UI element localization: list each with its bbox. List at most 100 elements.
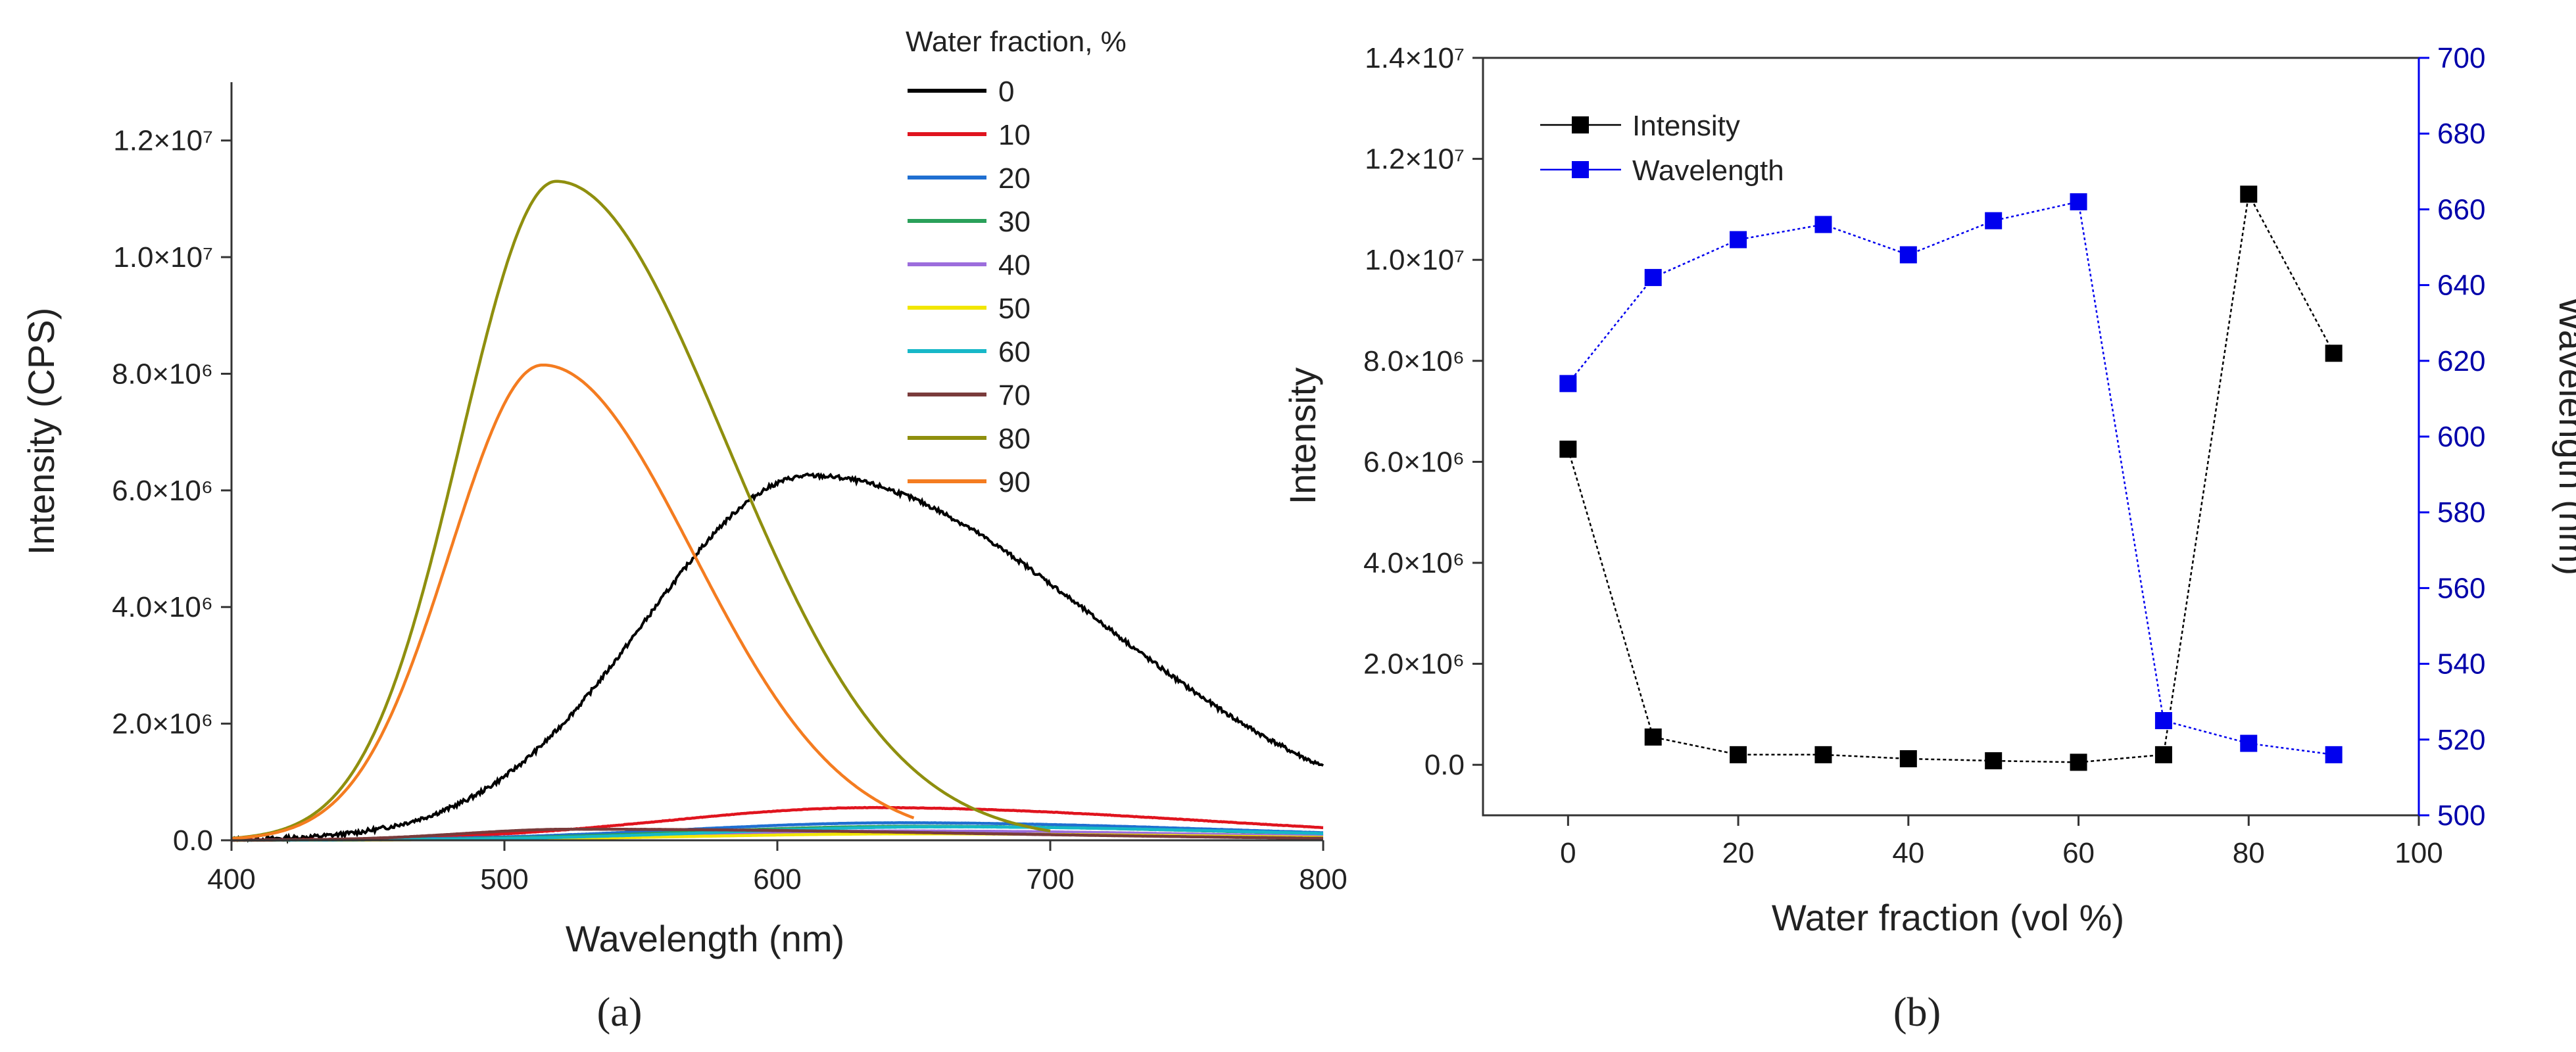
legend-label-0: 0 [998, 76, 1014, 108]
plot-frame [1482, 57, 2420, 817]
y-tick-label: 1.2×10⁷ [1365, 143, 1465, 176]
marker-intensity-30 [1814, 746, 1832, 763]
panel-b-left-y-ticks: 0.0 2.0×10⁶ 4.0×10⁶ 6.0×10⁶ 8.0×10⁶ 1.0×10⁷ 1.… [1363, 42, 1483, 781]
y2-tick-label: 660 [2437, 193, 2485, 226]
y-tick-label: 1.2×10⁷ [113, 125, 213, 157]
panel-b-right-y-ticks: 500 520 540 560 580 600 620 640 660 680 700 [2419, 42, 2485, 832]
panel-b-chart: 0 20 40 60 80 100 0.0 2.0×10⁶ 4.0×10⁶ 6.0×10⁶ 8.0… [1282, 42, 2576, 1035]
marker-intensity-60 [2070, 753, 2087, 771]
panel-b-x-ticks: 0 20 40 60 80 100 [1560, 815, 2443, 869]
y-tick-label: 1.4×10⁷ [1365, 42, 1465, 74]
y2-tick-label: 680 [2437, 118, 2485, 150]
y-tick-label: 2.0×10⁶ [1363, 648, 1465, 681]
marker-wavelength-50 [1985, 212, 2003, 229]
marker-intensity-40 [1899, 750, 1917, 767]
legend-label-wavelength: Wavelength [1632, 155, 1784, 187]
y-tick-label: 0.0 [1424, 749, 1465, 781]
panel-b-y-axis-title: Intensity [1282, 368, 1323, 505]
x-tick-label: 60 [2062, 837, 2095, 869]
y2-tick-label: 620 [2437, 345, 2485, 377]
x-tick-label: 700 [1026, 863, 1074, 896]
y-tick-label: 1.0×10⁷ [113, 241, 213, 274]
marker-intensity-70 [2154, 746, 2172, 763]
legend-label-50: 50 [998, 293, 1031, 325]
y2-tick-label: 540 [2437, 648, 2485, 681]
panel-a-legend: Water fraction, % 0 10 20 30 40 50 60 70 80 90 [906, 26, 1127, 498]
spectrum-line-0 [231, 472, 1324, 845]
panel-b-x-axis-title: Water fraction (vol %) [1772, 897, 2124, 938]
marker-wavelength-30 [1814, 216, 1832, 233]
y2-tick-label: 640 [2437, 270, 2485, 302]
y2-tick-label: 500 [2437, 800, 2485, 832]
y2-tick-label: 580 [2437, 496, 2485, 529]
x-tick-label: 400 [207, 863, 255, 896]
y-tick-label: 2.0×10⁶ [112, 708, 213, 740]
marker-wavelength-40 [1899, 246, 1917, 264]
spectra-curves [231, 179, 1324, 845]
panel-b-axes [1482, 57, 2420, 817]
x-tick-label: 80 [2233, 837, 2265, 869]
panel-a-axes [230, 82, 1323, 842]
legend-label-80: 80 [998, 423, 1031, 455]
marker-wavelength-10 [1644, 269, 1662, 287]
legend-label-60: 60 [998, 336, 1031, 368]
y-tick-label: 1.0×10⁷ [1365, 244, 1465, 276]
y2-tick-label: 560 [2437, 572, 2485, 604]
spectrum-line-80 [231, 179, 1051, 840]
marker-intensity-20 [1730, 746, 1747, 763]
panel-b-markers [1559, 185, 2343, 771]
marker-intensity-50 [1985, 752, 2003, 770]
marker-wavelength-70 [2154, 712, 2172, 729]
legend-marker-wavelength [1572, 161, 1589, 178]
legend-label-intensity: Intensity [1632, 110, 1740, 142]
y-tick-label: 0.0 [173, 825, 213, 857]
spectrum-line-70 [231, 827, 1323, 842]
panel-b-legend: Intensity Wavelength [1540, 110, 1784, 187]
legend-label-30: 30 [998, 206, 1031, 238]
panel-a-y-ticks: 0.0 2.0×10⁶ 4.0×10⁶ 6.0×10⁶ 8.0×10⁶ 1.0×10⁷ 1.… [112, 125, 231, 857]
x-tick-label: 40 [1892, 837, 1924, 869]
x-tick-label: 800 [1299, 863, 1347, 896]
y-tick-label: 6.0×10⁶ [112, 475, 213, 507]
panel-b-y2-axis-title: Wavelength (nm) [2552, 297, 2576, 575]
legend-label-40: 40 [998, 249, 1031, 281]
marker-intensity-90 [2325, 345, 2343, 362]
marker-wavelength-0 [1559, 375, 1577, 393]
x-tick-label: 0 [1560, 837, 1576, 869]
panel-b-label: (b) [1893, 990, 1941, 1035]
marker-intensity-10 [1644, 728, 1662, 746]
panel-b-connecting-lines [1567, 191, 2335, 763]
y-tick-label: 4.0×10⁶ [1363, 547, 1465, 579]
series-line-wavelength [1567, 201, 2334, 756]
legend-label-90: 90 [998, 466, 1031, 498]
marker-wavelength-90 [2325, 746, 2343, 763]
marker-wavelength-60 [2070, 193, 2087, 210]
y-tick-label: 4.0×10⁶ [112, 591, 213, 623]
legend-label-20: 20 [998, 162, 1031, 195]
x-tick-label: 100 [2394, 837, 2442, 869]
panel-a-y-axis-title: Intensity (CPS) [20, 308, 62, 556]
spectrum-line-90 [231, 363, 915, 840]
y-tick-label: 8.0×10⁶ [112, 358, 213, 390]
legend-label-10: 10 [998, 119, 1031, 151]
y2-tick-label: 700 [2437, 42, 2485, 74]
panel-a-label: (a) [597, 990, 643, 1035]
marker-intensity-80 [2240, 185, 2258, 203]
legend-marker-intensity [1572, 116, 1589, 133]
legend-label-70: 70 [998, 379, 1031, 412]
marker-wavelength-80 [2240, 734, 2258, 752]
y-tick-label: 6.0×10⁶ [1363, 446, 1465, 478]
y-tick-label: 8.0×10⁶ [1363, 345, 1465, 377]
marker-intensity-0 [1559, 441, 1577, 458]
panel-a-chart: 400 500 600 700 800 0.02.0×10⁶4.0×10⁶6.0×10⁶… [20, 26, 1348, 1035]
x-tick-label: 20 [1722, 837, 1755, 869]
marker-wavelength-20 [1730, 231, 1747, 249]
panel-a-x-ticks: 400 500 600 700 800 [207, 840, 1348, 896]
legend-title: Water fraction, % [906, 26, 1127, 58]
panel-a-x-axis-title: Wavelength (nm) [566, 918, 844, 959]
y2-tick-label: 520 [2437, 724, 2485, 756]
x-tick-label: 600 [753, 863, 801, 896]
x-tick-label: 500 [480, 863, 528, 896]
series-line-intensity [1567, 191, 2335, 763]
